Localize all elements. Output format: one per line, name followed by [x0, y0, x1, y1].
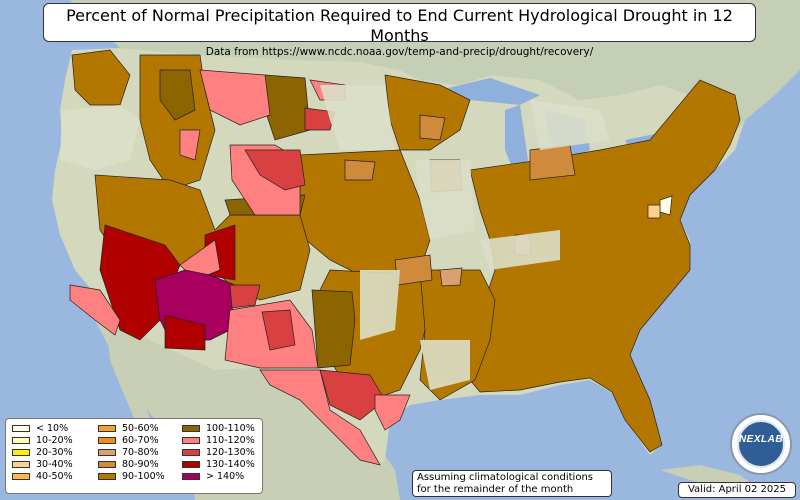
legend-item: 130-140% — [182, 458, 255, 470]
legend-col-2: 50-60% 60-70% 70-80% 80-90% 90-100% — [98, 422, 165, 482]
legend-item: 120-130% — [182, 446, 255, 458]
legend-item: 100-110% — [182, 422, 255, 434]
legend: < 10% 10-20% 20-30% 30-40% 40-50% 50-60%… — [5, 418, 263, 494]
legend-label: 20-30% — [36, 446, 73, 458]
map-subtitle: Data from https://www.ncdc.noaa.gov/temp… — [205, 46, 594, 58]
mexico-land — [80, 300, 400, 500]
valid-date: Valid: April 02 2025 — [678, 482, 796, 498]
legend-item: 90-100% — [98, 470, 165, 482]
legend-swatch — [98, 424, 116, 432]
map-title: Percent of Normal Precipitation Required… — [66, 6, 733, 45]
legend-label: < 10% — [36, 422, 69, 434]
legend-swatch — [182, 448, 200, 456]
legend-item: < 10% — [12, 422, 73, 434]
legend-label: > 140% — [206, 470, 245, 482]
legend-item: 70-80% — [98, 446, 165, 458]
legend-label: 120-130% — [206, 446, 255, 458]
legend-item: 30-40% — [12, 458, 73, 470]
legend-item: 10-20% — [12, 434, 73, 446]
legend-item: 20-30% — [12, 446, 73, 458]
legend-label: 100-110% — [206, 422, 255, 434]
nexlab-logo: NEXLAB — [730, 413, 792, 475]
legend-col-3: 100-110% 110-120% 120-130% 130-140% > 14… — [182, 422, 255, 482]
legend-item: 80-90% — [98, 458, 165, 470]
legend-label: 90-100% — [122, 470, 165, 482]
drought-regions — [69, 49, 741, 466]
logo-globe — [737, 420, 785, 468]
legend-swatch — [98, 472, 116, 480]
legend-label: 130-140% — [206, 458, 255, 470]
assumption-note: Assuming climatological conditions for t… — [412, 470, 612, 497]
legend-item: 50-60% — [98, 422, 165, 434]
legend-swatch — [12, 472, 30, 480]
legend-label: 40-50% — [36, 470, 73, 482]
note-line-2: for the remainder of the month — [417, 484, 574, 495]
legend-label: 60-70% — [122, 434, 159, 446]
legend-item: > 140% — [182, 470, 255, 482]
legend-col-1: < 10% 10-20% 20-30% 30-40% 40-50% — [12, 422, 73, 482]
legend-swatch — [98, 448, 116, 456]
legend-label: 80-90% — [122, 458, 159, 470]
legend-label: 110-120% — [206, 434, 255, 446]
legend-label: 30-40% — [36, 458, 73, 470]
legend-label: 50-60% — [122, 422, 159, 434]
legend-item: 60-70% — [98, 434, 165, 446]
logo-text: NEXLAB — [738, 434, 784, 445]
legend-label: 10-20% — [36, 434, 73, 446]
legend-swatch — [98, 460, 116, 468]
title-box: Percent of Normal Precipitation Required… — [43, 3, 756, 58]
legend-item: 40-50% — [12, 470, 73, 482]
legend-swatch — [182, 424, 200, 432]
legend-swatch — [182, 460, 200, 468]
legend-swatch — [182, 472, 200, 480]
no-drought-areas — [60, 85, 610, 390]
legend-swatch — [12, 424, 30, 432]
legend-swatch — [98, 436, 116, 444]
note-line-1: Assuming climatological conditions — [417, 472, 593, 483]
legend-swatch — [12, 436, 30, 444]
legend-swatch — [182, 436, 200, 444]
legend-swatch — [12, 448, 30, 456]
legend-item: 110-120% — [182, 434, 255, 446]
legend-swatch — [12, 460, 30, 468]
legend-label: 70-80% — [122, 446, 159, 458]
